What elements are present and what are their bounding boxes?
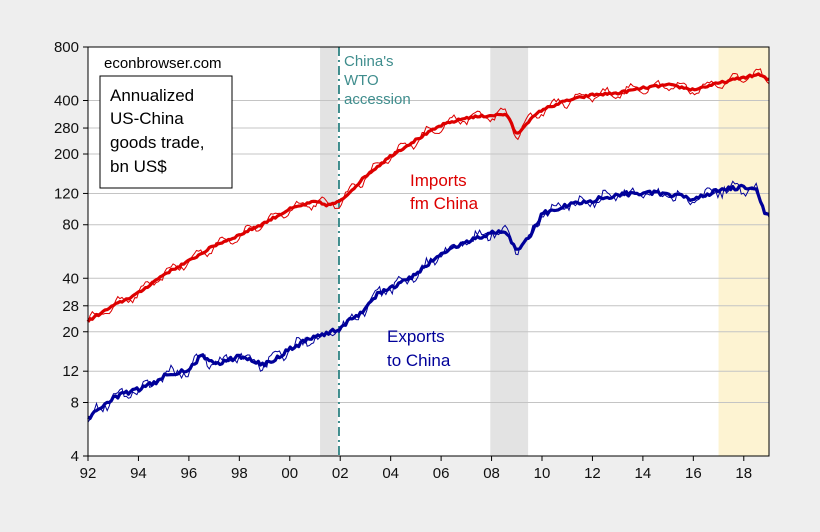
y-tick-label-800: 800 — [54, 39, 79, 56]
shaded-period-0 — [320, 47, 338, 456]
x-axis: 92 94 96 98 00 02 04 06 08 10 12 14 16 18 — [80, 456, 752, 482]
event-label-line-3: accession — [344, 91, 411, 108]
shaded-period-2 — [718, 47, 769, 456]
y-tick-label-80: 80 — [62, 217, 79, 234]
title-box — [99, 75, 233, 189]
chart-title-line-2: US-China — [110, 109, 184, 128]
x-tick-label-94: 94 — [130, 465, 147, 482]
plot-frame — [87, 46, 770, 457]
y-axis: 4 8 12 20 28 40 80 120 200 280 400 800 — [54, 39, 88, 465]
shaded-period-1 — [490, 47, 529, 456]
y-tick-label-20: 20 — [62, 324, 79, 341]
x-tick-label-98: 98 — [231, 465, 248, 482]
chart-title-line-3: goods trade, — [110, 133, 205, 152]
event-label-line-2: WTO — [344, 72, 379, 89]
y-tick-label-200: 200 — [54, 146, 79, 163]
x-tick-label-02: 02 — [332, 465, 349, 482]
imports-label-line-1: Imports — [410, 171, 467, 190]
y-tick-label-40: 40 — [62, 270, 79, 287]
x-tick-label-10: 10 — [534, 465, 551, 482]
x-tick-label-00: 00 — [281, 465, 298, 482]
chart-title-line-4: bn US$ — [110, 157, 167, 176]
exports-to-china-line — [87, 183, 770, 420]
x-tick-label-06: 06 — [433, 465, 450, 482]
imports-label-line-2: fm China — [410, 194, 479, 213]
x-tick-label-96: 96 — [181, 465, 198, 482]
x-tick-label-92: 92 — [80, 465, 97, 482]
imports-fm-china-line — [86, 72, 770, 323]
y-tick-label-400: 400 — [54, 93, 79, 110]
x-tick-label-08: 08 — [483, 465, 500, 482]
event-label-line-1: China's — [344, 53, 394, 70]
exports-label-line-1: Exports — [387, 327, 445, 346]
series-lines — [86, 68, 770, 423]
x-tick-label-04: 04 — [382, 465, 399, 482]
y-tick-label-28: 28 — [62, 298, 79, 315]
exports-label-line-2: to China — [387, 351, 451, 370]
y-tick-label-4: 4 — [71, 448, 79, 465]
x-tick-label-14: 14 — [635, 465, 652, 482]
y-tick-label-120: 120 — [54, 185, 79, 202]
y-tick-label-280: 280 — [54, 120, 79, 137]
x-tick-label-16: 16 — [685, 465, 702, 482]
chart-title-line-1: Annualized — [110, 86, 194, 105]
imports-fm-china-line-thin — [87, 68, 770, 323]
y-tick-label-8: 8 — [71, 394, 79, 411]
source-label: econbrowser.com — [104, 55, 222, 72]
x-tick-label-18: 18 — [735, 465, 752, 482]
y-tick-label-12: 12 — [62, 363, 79, 380]
shaded-periods — [320, 47, 769, 456]
x-tick-label-12: 12 — [584, 465, 601, 482]
